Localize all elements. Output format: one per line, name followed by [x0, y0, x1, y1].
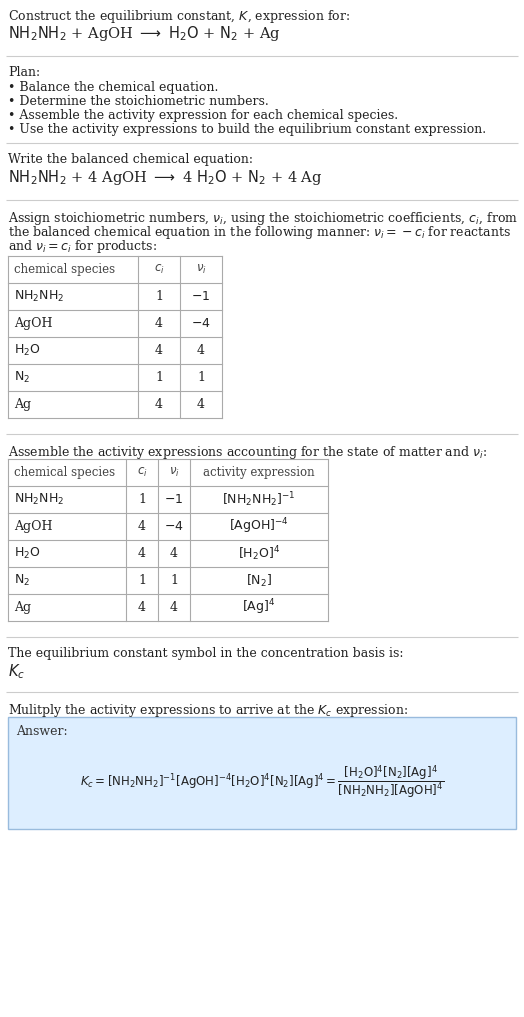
Text: $\mathrm{NH_2NH_2}$: $\mathrm{NH_2NH_2}$ [14, 492, 64, 507]
Text: 1: 1 [155, 371, 163, 384]
Text: 4: 4 [197, 344, 205, 357]
Text: $\nu_i$: $\nu_i$ [195, 263, 206, 276]
Bar [8, 256, 222, 418]
Text: $\mathrm{N_2}$: $\mathrm{N_2}$ [14, 370, 30, 385]
Text: $-4$: $-4$ [191, 317, 211, 330]
Text: $\mathrm{H_2O}$: $\mathrm{H_2O}$ [14, 343, 40, 358]
Text: chemical species: chemical species [14, 466, 115, 479]
Text: 4: 4 [155, 344, 163, 357]
Text: $[\mathrm{AgOH}]^{-4}$: $[\mathrm{AgOH}]^{-4}$ [229, 517, 289, 536]
Text: $-1$: $-1$ [165, 493, 183, 506]
Text: 1: 1 [138, 574, 146, 587]
Text: 4: 4 [155, 398, 163, 411]
Text: $[\mathrm{N_2}]$: $[\mathrm{N_2}]$ [246, 573, 272, 589]
Text: activity expression: activity expression [203, 466, 315, 479]
Text: 4: 4 [138, 520, 146, 533]
Bar [8, 459, 328, 621]
Text: Assemble the activity expressions accounting for the state of matter and $\nu_i$: Assemble the activity expressions accoun… [8, 444, 487, 461]
Text: $[\mathrm{NH_2NH_2}]^{-1}$: $[\mathrm{NH_2NH_2}]^{-1}$ [222, 490, 296, 508]
Text: • Assemble the activity expression for each chemical species.: • Assemble the activity expression for e… [8, 109, 398, 122]
Text: 4: 4 [170, 601, 178, 614]
Text: chemical species: chemical species [14, 263, 115, 276]
Text: and $\nu_i = c_i$ for products:: and $\nu_i = c_i$ for products: [8, 238, 157, 255]
Text: 4: 4 [155, 317, 163, 330]
Text: 1: 1 [197, 371, 205, 384]
Text: $\nu_i$: $\nu_i$ [169, 466, 179, 479]
Text: Plan:: Plan: [8, 66, 40, 79]
Text: Assign stoichiometric numbers, $\nu_i$, using the stoichiometric coefficients, $: Assign stoichiometric numbers, $\nu_i$, … [8, 210, 518, 227]
Text: The equilibrium constant symbol in the concentration basis is:: The equilibrium constant symbol in the c… [8, 647, 403, 660]
Text: $[\mathrm{H_2O}]^4$: $[\mathrm{H_2O}]^4$ [238, 544, 280, 562]
Text: $c_i$: $c_i$ [137, 466, 147, 479]
Text: • Use the activity expressions to build the equilibrium constant expression.: • Use the activity expressions to build … [8, 123, 486, 136]
Text: • Determine the stoichiometric numbers.: • Determine the stoichiometric numbers. [8, 95, 269, 108]
Text: 4: 4 [197, 398, 205, 411]
Text: AgOH: AgOH [14, 317, 52, 330]
Text: the balanced chemical equation in the following manner: $\nu_i = -c_i$ for react: the balanced chemical equation in the fo… [8, 224, 511, 241]
Text: 1: 1 [138, 493, 146, 506]
Text: • Balance the chemical equation.: • Balance the chemical equation. [8, 81, 219, 94]
Text: $\mathrm{N_2}$: $\mathrm{N_2}$ [14, 573, 30, 588]
Text: $\mathrm{NH_2NH_2}$ + AgOH $\longrightarrow$ $\mathrm{H_2O}$ + $\mathrm{N_2}$ + : $\mathrm{NH_2NH_2}$ + AgOH $\longrightar… [8, 24, 281, 43]
Text: $-1$: $-1$ [191, 290, 211, 303]
Text: 4: 4 [138, 601, 146, 614]
Text: 1: 1 [155, 290, 163, 303]
Text: 1: 1 [170, 574, 178, 587]
Text: $K_c = [\mathrm{NH_2NH_2}]^{-1} [\mathrm{AgOH}]^{-4} [\mathrm{H_2O}]^4 [\mathrm{: $K_c = [\mathrm{NH_2NH_2}]^{-1} [\mathrm… [80, 763, 444, 800]
Bar [8, 717, 516, 829]
Text: Ag: Ag [14, 601, 31, 614]
Text: 4: 4 [138, 547, 146, 560]
Text: $\mathrm{H_2O}$: $\mathrm{H_2O}$ [14, 546, 40, 561]
Text: Write the balanced chemical equation:: Write the balanced chemical equation: [8, 153, 253, 166]
Text: $c_i$: $c_i$ [154, 263, 165, 276]
Text: Ag: Ag [14, 398, 31, 411]
Text: 4: 4 [170, 547, 178, 560]
Text: AgOH: AgOH [14, 520, 52, 533]
Text: $\mathrm{NH_2NH_2}$: $\mathrm{NH_2NH_2}$ [14, 289, 64, 304]
Text: $K_c$: $K_c$ [8, 662, 25, 680]
Text: $[\mathrm{Ag}]^4$: $[\mathrm{Ag}]^4$ [242, 598, 276, 617]
Text: $-4$: $-4$ [164, 520, 184, 533]
Text: Construct the equilibrium constant, $K$, expression for:: Construct the equilibrium constant, $K$,… [8, 8, 350, 25]
Text: Mulitply the activity expressions to arrive at the $K_c$ expression:: Mulitply the activity expressions to arr… [8, 702, 408, 719]
Text: Answer:: Answer: [16, 725, 68, 738]
Text: $\mathrm{NH_2NH_2}$ + 4 AgOH $\longrightarrow$ 4 $\mathrm{H_2O}$ + $\mathrm{N_2}: $\mathrm{NH_2NH_2}$ + 4 AgOH $\longright… [8, 168, 323, 187]
